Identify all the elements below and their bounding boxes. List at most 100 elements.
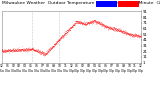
Point [134, 34, 137, 35]
Point [46, 52, 48, 53]
Point [71, 25, 73, 27]
Point [65, 31, 68, 33]
Point [115, 29, 117, 31]
Point [91, 21, 94, 22]
Point [103, 25, 106, 27]
Point [102, 23, 104, 24]
Point [79, 22, 81, 24]
Point [88, 21, 90, 22]
Point [87, 21, 89, 23]
Point [23, 51, 26, 52]
Point [135, 35, 137, 37]
Point [136, 34, 139, 35]
Point [98, 22, 100, 23]
Point [132, 35, 134, 36]
Point [49, 48, 52, 49]
Point [41, 51, 44, 53]
Point [59, 39, 62, 40]
Point [112, 30, 115, 32]
Point [137, 35, 139, 37]
Point [62, 33, 65, 34]
Point [57, 38, 59, 39]
Point [86, 22, 88, 23]
Point [101, 23, 103, 24]
Point [111, 27, 114, 28]
Point [80, 22, 83, 24]
Point [19, 49, 21, 51]
Point [15, 49, 18, 50]
Point [28, 50, 30, 51]
Point [96, 22, 99, 23]
Point [2, 50, 5, 51]
Point [82, 23, 85, 25]
Point [56, 40, 59, 41]
Point [30, 48, 33, 49]
Point [100, 23, 102, 24]
Point [8, 50, 11, 51]
Point [113, 26, 115, 28]
Point [84, 23, 86, 24]
Point [45, 52, 48, 53]
Point [28, 48, 31, 50]
Point [125, 34, 127, 35]
Point [62, 36, 64, 38]
Point [94, 19, 96, 20]
Point [98, 21, 100, 23]
Point [15, 50, 17, 52]
Point [43, 53, 46, 55]
Point [34, 50, 37, 51]
Point [25, 49, 28, 51]
Point [62, 35, 64, 36]
Point [20, 50, 23, 51]
Point [128, 34, 130, 35]
Point [41, 50, 44, 52]
Point [107, 27, 110, 28]
Point [63, 36, 65, 37]
Point [129, 35, 131, 36]
Point [54, 43, 57, 44]
Point [13, 50, 16, 52]
Point [16, 48, 19, 50]
Point [46, 52, 48, 54]
Point [25, 48, 28, 50]
Point [36, 50, 39, 52]
Point [27, 49, 29, 50]
Point [48, 48, 51, 49]
Point [55, 42, 58, 44]
Point [70, 25, 73, 27]
Point [62, 34, 65, 36]
Point [52, 44, 55, 45]
Point [14, 50, 16, 51]
Point [102, 25, 105, 27]
Point [74, 23, 77, 24]
Point [124, 31, 127, 33]
Point [12, 49, 15, 50]
Point [66, 30, 69, 31]
Point [77, 20, 80, 22]
Point [120, 30, 123, 31]
Point [61, 35, 64, 36]
Point [115, 27, 117, 29]
Point [8, 50, 11, 51]
Point [71, 25, 74, 26]
Point [128, 33, 131, 34]
Point [13, 51, 16, 52]
Point [24, 50, 26, 51]
Point [88, 22, 91, 23]
Point [133, 33, 136, 35]
Point [4, 49, 7, 51]
Point [10, 51, 12, 52]
Point [96, 20, 98, 21]
Point [65, 30, 68, 32]
Point [101, 24, 104, 25]
Point [138, 36, 141, 37]
Point [2, 52, 4, 53]
Point [48, 49, 51, 50]
Point [116, 30, 118, 31]
Point [110, 27, 113, 28]
Point [96, 22, 98, 24]
Point [38, 50, 41, 51]
Point [121, 31, 124, 32]
Point [134, 35, 136, 36]
Point [59, 37, 62, 38]
